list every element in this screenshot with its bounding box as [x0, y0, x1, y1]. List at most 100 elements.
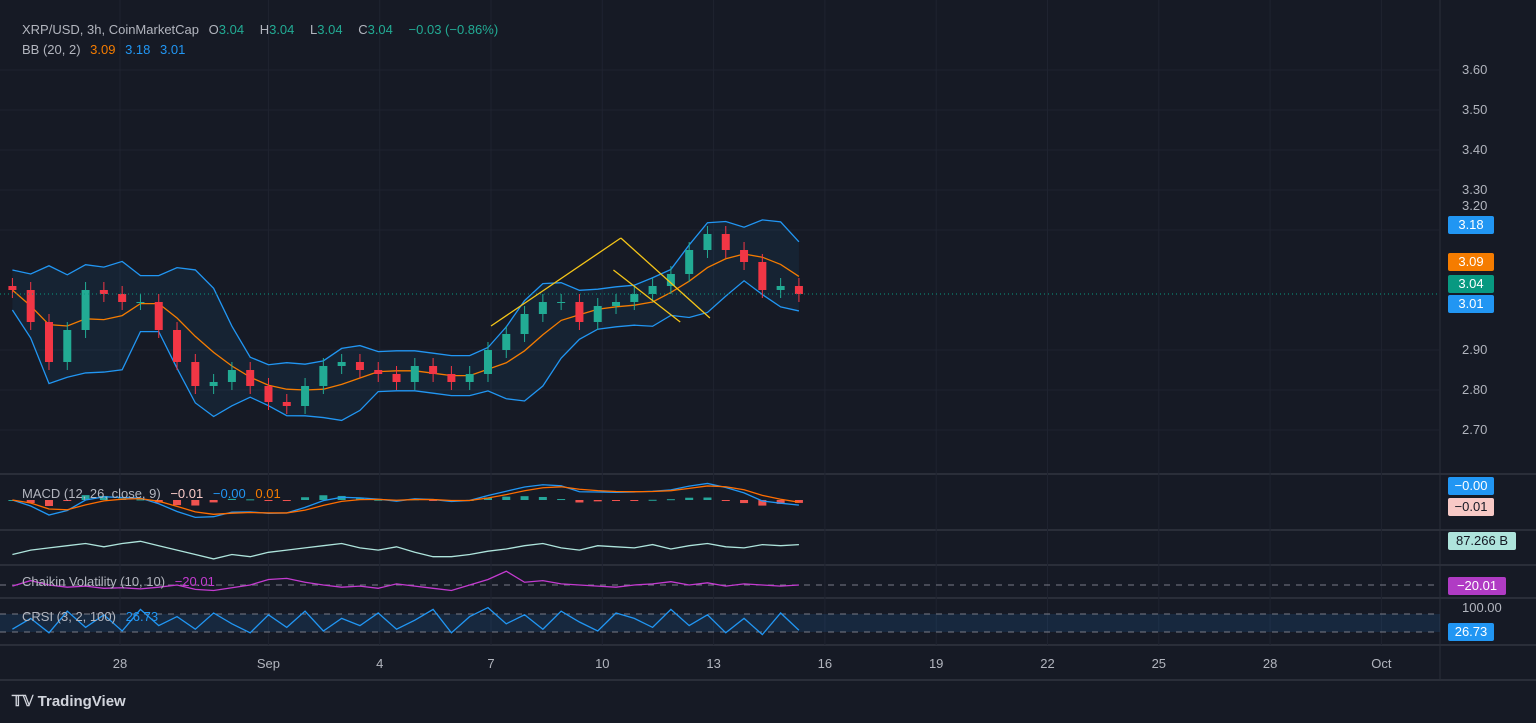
- candle-body: [483, 350, 492, 374]
- macd-signal-line: [12, 485, 800, 515]
- bb-basis-line: [11, 253, 800, 391]
- candle-body: [8, 286, 17, 290]
- y-tick-label: 3.60: [1462, 62, 1488, 77]
- macd-histogram-bar: [721, 500, 730, 501]
- plot-background: [0, 0, 1440, 723]
- macd-histogram-bar: [337, 495, 346, 500]
- candle-body: [703, 234, 712, 250]
- y-tick-label: 2.70: [1462, 422, 1488, 437]
- crsi-band: [0, 614, 1440, 632]
- y-tick-label: 3.50: [1462, 102, 1488, 117]
- close-value: 3.04: [367, 22, 393, 37]
- candle-body: [429, 366, 438, 374]
- bb-upper-line: [12, 219, 800, 366]
- candle-body: [758, 262, 767, 290]
- candle-body: [776, 286, 785, 290]
- crsi-label: CRSI (3, 2, 100): [22, 609, 116, 624]
- macd-histogram-bar: [99, 495, 108, 500]
- candle-body: [648, 286, 657, 294]
- macd-histogram-bar: [630, 500, 639, 501]
- candle-body: [721, 234, 730, 250]
- candle-body: [630, 294, 639, 302]
- candle-body: [44, 322, 53, 362]
- y-tick-label: 3.30: [1462, 182, 1488, 197]
- x-tick-label: 13: [706, 656, 721, 671]
- candle-body: [118, 294, 127, 302]
- macd-line-value: −0.00: [212, 486, 246, 501]
- macd-histogram-bar: [794, 500, 803, 503]
- candle-body: [374, 370, 383, 374]
- chaikin-tag: −20.01: [1448, 577, 1506, 595]
- macd-histogram-bar: [557, 499, 566, 501]
- macd-histogram-bar: [63, 500, 72, 501]
- macd-label: MACD (12, 26, close, 9): [22, 486, 161, 501]
- bb-basis-tag: 3.09: [1448, 253, 1494, 271]
- open-label: O: [208, 22, 219, 37]
- high-label: H: [259, 22, 270, 37]
- candle-body: [63, 330, 72, 362]
- macd-histogram-bar: [246, 499, 255, 501]
- x-tick-label: 7: [487, 656, 495, 671]
- volume-line: [12, 540, 799, 560]
- y-tick-label: 3.20: [1462, 198, 1488, 213]
- candle-body: [191, 362, 200, 386]
- macd-histogram-bar: [776, 500, 785, 504]
- macd-histogram-bar: [575, 500, 584, 503]
- tradingview-logo[interactable]: 𝕋𝕍 TradingView: [12, 692, 126, 710]
- candle-body: [81, 290, 90, 330]
- candle-body: [538, 302, 547, 314]
- macd-histogram-bar: [173, 500, 182, 506]
- bb-upper-tag: 3.18: [1448, 216, 1494, 234]
- candle-body: [794, 286, 803, 294]
- x-tick-label: 22: [1040, 656, 1055, 671]
- candle-body: [410, 366, 419, 382]
- macd-legend[interactable]: MACD (12, 26, close, 9) −0.01 −0.00 0.01: [22, 486, 287, 501]
- candle-body: [246, 370, 255, 386]
- x-tick-label: 10: [595, 656, 610, 671]
- x-tick-label: 25: [1151, 656, 1167, 671]
- candle-body: [447, 374, 456, 382]
- candle-body: [612, 302, 621, 306]
- x-tick-label: 28: [1262, 656, 1278, 671]
- bb-legend[interactable]: BB (20, 2) 3.09 3.18 3.01: [22, 42, 191, 57]
- open-value: 3.04: [218, 22, 245, 37]
- macd-signal-value: 0.01: [255, 486, 281, 501]
- bb-label: BB (20, 2): [22, 42, 81, 57]
- x-tick-label: 28: [112, 656, 128, 671]
- candle-body: [575, 302, 584, 322]
- candle-body: [209, 382, 218, 386]
- macd-histogram-bar: [758, 500, 767, 506]
- crsi-line: [12, 606, 800, 636]
- candle-body: [319, 366, 328, 386]
- x-tick-label: Oct: [1371, 656, 1392, 671]
- chaikin-legend[interactable]: Chaikin Volatility (10, 10) −20.01: [22, 574, 221, 589]
- low-value: 3.04: [317, 22, 343, 37]
- macd-hist-tag: −0.01: [1448, 498, 1494, 516]
- macd-histogram-bar: [685, 497, 694, 500]
- macd-histogram-bar: [612, 500, 621, 501]
- macd-histogram-bar: [191, 500, 200, 506]
- volume-tag: 87.266 B: [1448, 532, 1516, 550]
- macd-histogram-bar: [282, 500, 291, 501]
- crsi-tag: 26.73: [1448, 623, 1494, 641]
- chaikin-value: −20.01: [174, 574, 215, 589]
- chaikin-line: [12, 570, 799, 592]
- x-tick-label: 16: [817, 656, 833, 671]
- trend-line: [490, 237, 622, 327]
- macd-histogram-bar: [593, 500, 602, 502]
- crsi-value: 26.73: [125, 609, 159, 624]
- macd-hist-value: −0.01: [170, 486, 204, 501]
- candle-body: [392, 374, 401, 382]
- macd-histogram-bar: [666, 499, 675, 501]
- symbol-legend: XRP/USD, 3h, CoinMarketCap O3.04 H3.04 L…: [22, 22, 504, 37]
- macd-histogram-bar: [740, 500, 749, 504]
- crsi-legend[interactable]: CRSI (3, 2, 100) 26.73: [22, 609, 164, 624]
- brand-name: TradingView: [37, 693, 126, 710]
- candle-body: [227, 370, 236, 382]
- macd-histogram-bar: [429, 500, 438, 501]
- close-label: C: [358, 22, 368, 37]
- low-label: L: [310, 22, 318, 37]
- candle-body: [136, 302, 145, 303]
- trend-line: [613, 269, 681, 323]
